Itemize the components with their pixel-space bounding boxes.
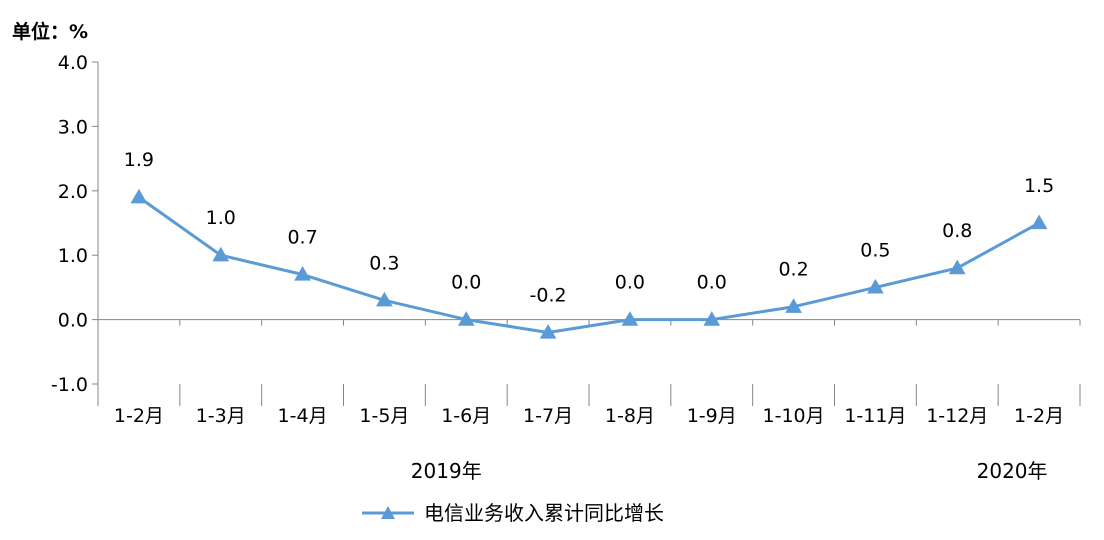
data-point-marker bbox=[130, 188, 148, 204]
data-point-marker bbox=[948, 259, 966, 275]
data-point-marker bbox=[785, 298, 802, 313]
y-tick-label: 1.0 bbox=[58, 245, 88, 267]
x-tick-label: 1-8月 bbox=[605, 405, 655, 427]
y-tick-label: 0.0 bbox=[58, 310, 88, 332]
data-point-marker bbox=[376, 291, 393, 307]
data-label: 1.5 bbox=[1024, 175, 1054, 197]
data-label: 1.9 bbox=[124, 149, 154, 171]
x-tick-label: 1-2月 bbox=[1014, 405, 1064, 427]
x-tick-label: 1-2月 bbox=[114, 405, 164, 427]
data-point-marker bbox=[294, 266, 311, 281]
data-label: -0.2 bbox=[530, 284, 567, 306]
legend-label: 电信业务收入累计同比增长 bbox=[424, 501, 664, 525]
data-point-marker bbox=[457, 311, 475, 326]
x-tick-label: 1-9月 bbox=[687, 405, 737, 427]
x-tick-label: 1-4月 bbox=[278, 405, 328, 427]
x-tick-label: 1-5月 bbox=[359, 405, 409, 427]
data-label: 0.2 bbox=[778, 259, 808, 281]
data-point-marker bbox=[1030, 214, 1048, 230]
y-tick-label: 3.0 bbox=[58, 116, 88, 138]
x-tick-label: 1-7月 bbox=[523, 405, 573, 427]
data-point-marker bbox=[621, 311, 639, 326]
year-label-2020: 2020年 bbox=[977, 459, 1048, 483]
data-label: 1.0 bbox=[206, 207, 236, 229]
x-tick-label: 1-6月 bbox=[441, 405, 491, 427]
data-label: 0.7 bbox=[287, 227, 317, 249]
unit-label: 单位：% bbox=[12, 21, 89, 43]
data-label: 0.0 bbox=[697, 272, 727, 294]
x-tick-label: 1-3月 bbox=[196, 405, 246, 427]
data-label: 0.0 bbox=[615, 272, 645, 294]
legend-marker bbox=[381, 506, 395, 519]
x-tick-label: 1-12月 bbox=[926, 405, 988, 427]
x-tick-label: 1-11月 bbox=[844, 405, 906, 427]
y-tick-label: 4.0 bbox=[58, 52, 88, 74]
y-tick-label: -1.0 bbox=[51, 374, 88, 396]
data-label: 0.8 bbox=[942, 220, 972, 242]
data-label: 0.5 bbox=[860, 239, 890, 261]
data-label: 0.3 bbox=[369, 252, 399, 274]
series-line bbox=[138, 196, 1040, 334]
data-label: 0.0 bbox=[451, 272, 481, 294]
data-point-marker bbox=[703, 311, 721, 326]
data-point-marker bbox=[212, 246, 230, 262]
y-tick-label: 2.0 bbox=[58, 181, 88, 203]
x-tick-label: 1-10月 bbox=[763, 405, 825, 427]
year-label-2019: 2019年 bbox=[411, 459, 482, 483]
data-point-marker bbox=[867, 278, 884, 294]
data-point-marker bbox=[539, 323, 557, 339]
